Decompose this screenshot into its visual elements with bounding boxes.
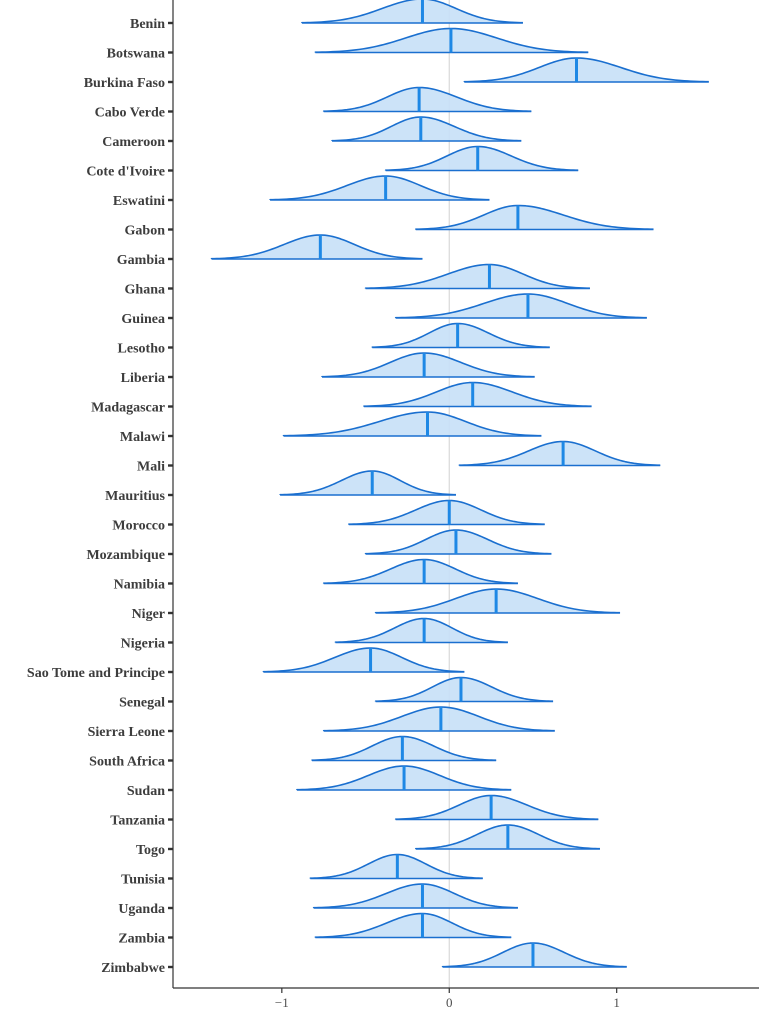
category-label-12: Lesotho xyxy=(118,342,165,357)
ridge-fill-12 xyxy=(372,323,550,348)
ridge-fill-22 xyxy=(335,618,508,643)
ridge-fill-14 xyxy=(363,382,592,407)
category-label-25: Sierra Leone xyxy=(88,725,165,740)
ridge-fill-20 xyxy=(323,559,518,584)
category-label-5: Cameroon xyxy=(102,135,165,150)
category-label-32: Zambia xyxy=(118,932,165,947)
ridge-outline-12 xyxy=(371,322,550,349)
x-tick-label-3: 1 xyxy=(613,995,620,1009)
ridge-fill-11 xyxy=(395,294,647,318)
ridge-outline-6 xyxy=(384,145,579,172)
ridge-outline-8 xyxy=(414,204,654,231)
category-label-3: Burkina Faso xyxy=(84,76,165,91)
ridges-layer xyxy=(210,0,709,968)
ridge-fill-21 xyxy=(375,589,621,613)
ridge-fill-8 xyxy=(415,205,654,230)
ridge-fill-25 xyxy=(323,707,555,731)
ridge-fill-18 xyxy=(348,500,545,525)
ridge-outline-31 xyxy=(312,883,518,909)
x-tick-label-2: 0 xyxy=(446,995,453,1009)
category-label-17: Mauritius xyxy=(105,489,165,504)
category-label-23: Sao Tome and Principe xyxy=(27,666,165,681)
category-label-2: Botswana xyxy=(107,47,165,62)
ridge-outline-7 xyxy=(269,175,490,201)
ridge-outline-15 xyxy=(282,411,542,437)
category-label-16: Mali xyxy=(137,460,165,475)
ridge-outline-9 xyxy=(210,234,423,260)
ridge-fill-26 xyxy=(311,736,497,761)
ridge-outline-18 xyxy=(348,499,545,526)
ridge-fill-28 xyxy=(395,795,599,820)
category-label-18: Morocco xyxy=(112,519,165,534)
category-label-4: Cabo Verde xyxy=(95,106,165,121)
category-label-19: Mozambique xyxy=(86,548,165,563)
ridge-fill-24 xyxy=(375,677,554,702)
ridge-outline-11 xyxy=(394,293,647,319)
ridge-outline-20 xyxy=(322,558,518,585)
ridge-fill-13 xyxy=(322,353,535,377)
ridge-outline-32 xyxy=(314,912,512,939)
category-label-20: Namibia xyxy=(114,578,165,593)
ridge-fill-9 xyxy=(211,235,423,259)
category-label-13: Liberia xyxy=(121,371,165,386)
ridge-outline-16 xyxy=(458,440,661,467)
category-label-7: Eswatini xyxy=(113,194,165,209)
ridge-fill-16 xyxy=(459,441,661,466)
category-label-26: South Africa xyxy=(89,755,165,770)
ridge-outline-30 xyxy=(309,853,483,880)
category-label-9: Gambia xyxy=(117,253,165,268)
category-label-8: Gabon xyxy=(125,224,166,239)
ridge-outline-25 xyxy=(322,706,555,732)
ridge-outline-4 xyxy=(322,86,532,113)
category-label-29: Togo xyxy=(136,843,165,858)
category-label-28: Tanzania xyxy=(110,814,165,829)
category-label-10: Ghana xyxy=(125,283,165,298)
ridge-fill-6 xyxy=(385,146,579,171)
ridge-outline-14 xyxy=(363,381,592,408)
category-label-33: Zimbabwe xyxy=(101,961,165,976)
ridge-outline-22 xyxy=(334,617,508,644)
ridge-outline-13 xyxy=(321,352,535,378)
ridge-outline-23 xyxy=(262,647,465,673)
x-tick-label-1: −1 xyxy=(275,995,289,1009)
category-label-22: Nigeria xyxy=(121,637,165,652)
ridge-fill-19 xyxy=(365,530,552,554)
ridge-outline-10 xyxy=(364,263,590,290)
category-label-14: Madagascar xyxy=(91,401,165,416)
category-label-30: Tunisia xyxy=(121,873,165,888)
ridge-fill-33 xyxy=(442,943,627,967)
category-label-15: Malawi xyxy=(120,430,165,445)
ridge-outline-24 xyxy=(374,676,554,703)
category-label-6: Cote d'Ivoire xyxy=(86,165,165,180)
category-label-24: Senegal xyxy=(119,696,165,711)
axes-layer: Benin Botswana Burkina Faso Cabo Verde Camer… xyxy=(27,0,759,1010)
category-label-21: Niger xyxy=(132,607,165,622)
ridge-outline-3 xyxy=(463,57,709,83)
ridge-outline-28 xyxy=(394,794,599,821)
ridge-outline-5 xyxy=(331,116,522,142)
ridge-fill-7 xyxy=(270,176,490,200)
category-label-1: Benin xyxy=(130,17,165,32)
ridge-fill-17 xyxy=(280,471,456,495)
ridge-outline-1 xyxy=(301,0,523,24)
category-label-27: Sudan xyxy=(127,784,165,799)
category-label-31: Uganda xyxy=(118,902,165,917)
category-label-11: Guinea xyxy=(121,312,165,327)
ridge-outline-17 xyxy=(279,470,456,496)
